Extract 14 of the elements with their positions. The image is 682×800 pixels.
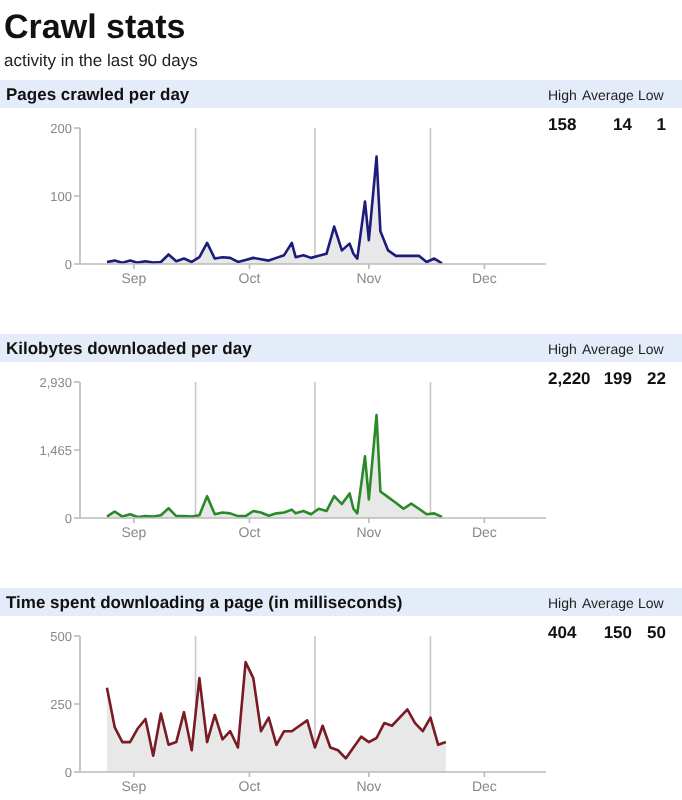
text: 1: [656, 114, 667, 134]
chart-title: Time spent downloading a page (in milliseconds): [6, 592, 403, 612]
text: 50: [647, 622, 667, 642]
text: activity in the last 90 days: [4, 50, 198, 70]
text: 22: [647, 368, 667, 388]
chart-title: Pages crawled per day: [6, 84, 190, 104]
text: 2,220: [548, 368, 592, 388]
text: 150: [603, 622, 633, 642]
text: 158: [548, 114, 577, 134]
text: 199: [603, 368, 633, 388]
text: 14: [613, 114, 633, 134]
chart-title: Kilobytes downloaded per day: [6, 338, 253, 358]
text: 404: [548, 622, 577, 642]
text: Crawl stats: [4, 8, 186, 46]
